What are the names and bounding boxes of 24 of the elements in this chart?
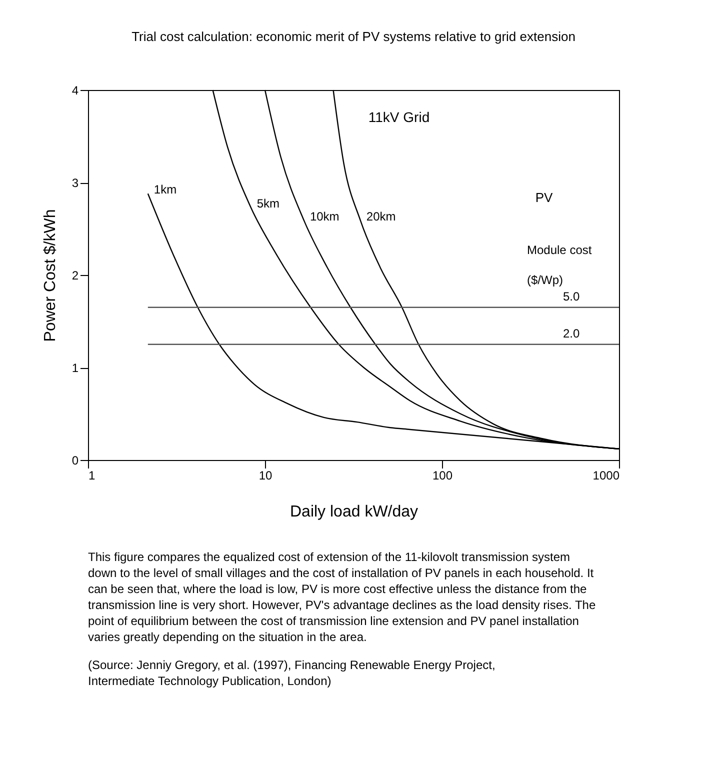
series-label: 20km — [366, 209, 396, 224]
series-label: 5km — [256, 196, 280, 210]
y-tick-label: 0 — [72, 454, 79, 468]
y-tick-label: 1 — [72, 361, 79, 375]
series-label: 2.0 — [563, 326, 580, 340]
y-tick-label: 4 — [72, 84, 79, 98]
y-axis-title: Power Cost $/kWh — [42, 209, 59, 342]
y-tick-label: 2 — [72, 268, 79, 282]
x-axis-title: Daily load kW/day — [290, 504, 418, 520]
series-label: 5.0 — [563, 289, 580, 304]
annotation: PV — [535, 190, 553, 205]
series-label: 10km — [310, 209, 340, 224]
text: This figure compares the equalized cost of extension of the 11-kilovolt transmission system down to the level of small villages and the cost of installation of PV panels in each household. It can be seen that, where the load is low, PV is more cost effective unless the distance from the transmission line is very short. However, PV's advantage declines as the load density rises. The point of equilibrium between the cost of transmission line extension and PV panel installation varies greatly depending on the situation in the area. — [88, 550, 596, 644]
annotation: 11kV Grid — [368, 109, 430, 125]
annotation: Module cost — [527, 243, 592, 257]
text: (Source: Jenniy Gregory, et al. (1997), Financing Renewable Energy Project, Intermediate Technology Publication, London) — [88, 658, 496, 688]
x-tick-label: 1000 — [592, 468, 620, 482]
x-tick-label: 1 — [88, 468, 96, 482]
annotation: ($/Wp) — [527, 273, 564, 287]
series-label: 1km — [154, 182, 177, 197]
chart-title: Trial cost calculation: economic merit of PV systems relative to grid extension — [132, 29, 576, 44]
x-tick-label: 100 — [432, 468, 453, 482]
y-tick-label: 3 — [72, 176, 79, 190]
x-tick-label: 10 — [258, 468, 272, 482]
